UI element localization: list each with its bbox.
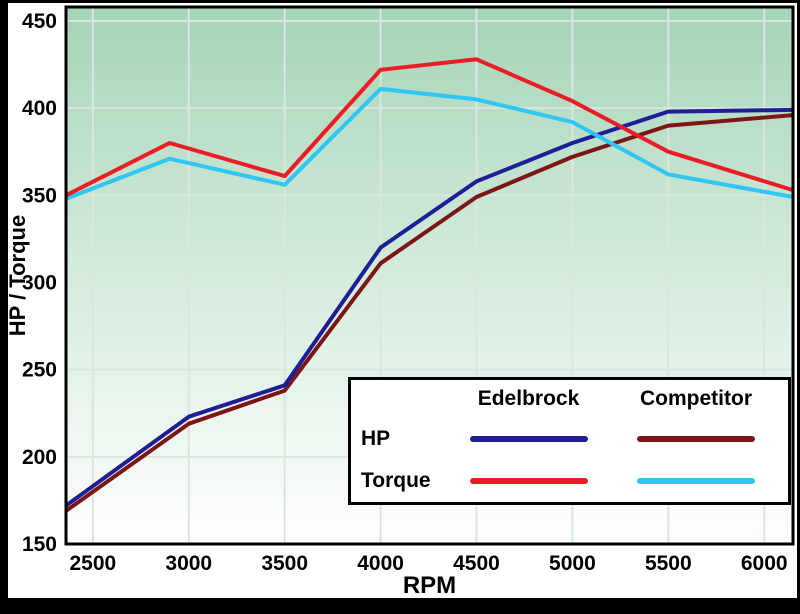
- legend-row-hp-label: HP: [361, 427, 391, 450]
- legend: Edelbrock Competitor HP Torque: [348, 377, 791, 505]
- legend-col-edelbrock: Edelbrock: [477, 387, 580, 410]
- y-tick-200: 200: [22, 446, 57, 469]
- x-tick-5000: 5000: [549, 552, 596, 575]
- series-line-torque-edelbrock: [65, 57, 794, 198]
- legend-col-competitor: Competitor: [640, 387, 752, 410]
- legend-cell-hp-competitor: [610, 436, 782, 442]
- y-axis-title: HP / Torque: [8, 215, 30, 336]
- x-tick-3500: 3500: [261, 552, 308, 575]
- x-tick-3000: 3000: [165, 552, 212, 575]
- legend-cell-torque-edelbrock: [447, 478, 610, 484]
- x-tick-4500: 4500: [453, 552, 500, 575]
- x-tick-2500: 2500: [69, 552, 116, 575]
- y-tick-400: 400: [22, 97, 57, 120]
- series-line-torque-competitor: [65, 86, 794, 201]
- x-tick-4000: 4000: [357, 552, 404, 575]
- plot-border: [64, 5, 795, 546]
- y-tick-250: 250: [22, 359, 57, 382]
- x-axis-title: RPM: [403, 572, 456, 598]
- legend-swatch-hp-edelbrock: [469, 436, 588, 442]
- series-line-hp-edelbrock: [64, 107, 794, 508]
- dyno-chart: 150 200 250 300 350 400 450 2500 3000 3500 4000 450…: [8, 5, 795, 598]
- chart-panel: 150 200 250 300 350 400 450 2500 3000 3500 4000 450…: [8, 3, 797, 598]
- legend-swatch-torque-competitor: [637, 478, 755, 484]
- y-tick-300: 300: [22, 271, 57, 294]
- legend-cell-hp-edelbrock: [447, 436, 610, 442]
- y-tick-450: 450: [22, 10, 57, 33]
- legend-cell-torque-competitor: [610, 478, 782, 484]
- x-tick-6000: 6000: [741, 552, 788, 575]
- legend-swatch-torque-edelbrock: [469, 478, 588, 484]
- legend-row-torque-label: Torque: [361, 469, 431, 492]
- x-tick-5500: 5500: [645, 552, 692, 575]
- y-tick-150: 150: [22, 533, 57, 556]
- series-line-hp-competitor: [64, 113, 794, 513]
- y-tick-350: 350: [22, 184, 57, 207]
- legend-swatch-hp-competitor: [637, 436, 755, 442]
